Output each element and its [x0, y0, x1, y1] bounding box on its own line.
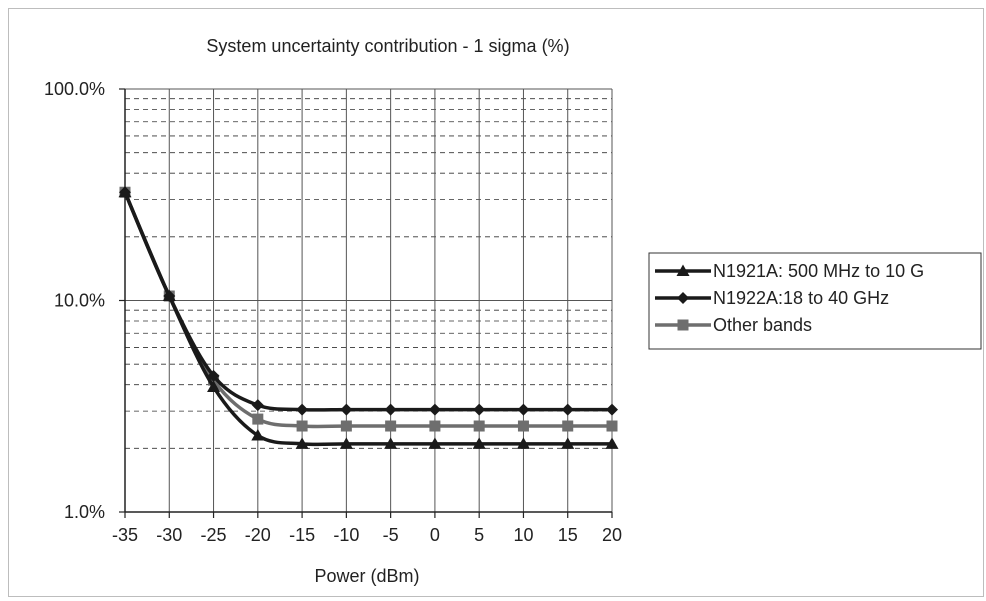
series-line [123, 191, 612, 447]
legend-box [648, 252, 982, 350]
series-layer [118, 185, 619, 449]
chart-frame: System uncertainty contribution - 1 sigm… [8, 8, 984, 597]
data-point [296, 420, 308, 432]
x-tick-labels: -35 -30 -25 -20 -15 -10 -5 0 5 10 15 20 [112, 525, 622, 545]
series-1 [118, 185, 619, 449]
x-tick-label: -25 [201, 525, 227, 545]
series-3 [119, 186, 618, 432]
legend-item: Other bands [655, 315, 812, 335]
data-point [384, 437, 398, 449]
series-2 [119, 186, 618, 416]
data-point [296, 403, 309, 416]
x-tick-label: -10 [333, 525, 359, 545]
x-tick-label: 0 [430, 525, 440, 545]
x-tick-label: -5 [383, 525, 399, 545]
legend-item: N1921A: 500 MHz to 10 G [655, 261, 924, 281]
x-tick-label: -20 [245, 525, 271, 545]
data-point [516, 437, 530, 449]
legend-label: N1921A: 500 MHz to 10 G [713, 261, 924, 281]
data-point [517, 420, 529, 432]
grid [124, 88, 613, 513]
data-point [428, 437, 442, 449]
data-point [429, 420, 441, 432]
x-tick-label: 20 [602, 525, 622, 545]
data-point [384, 403, 397, 416]
data-point [605, 437, 619, 449]
x-tick-label: -35 [112, 525, 138, 545]
data-point [340, 403, 353, 416]
x-tick-label: -15 [289, 525, 315, 545]
y-tick-label: 1.0% [64, 502, 105, 522]
legend-marker [677, 292, 689, 304]
legend: N1921A: 500 MHz to 10 G N1922A:18 to 40 G… [648, 252, 982, 350]
data-point [606, 403, 618, 416]
x-axis-label: Power (dBm) [314, 566, 419, 586]
data-point [252, 413, 264, 425]
y-tick-label: 100.0% [44, 79, 105, 99]
chart-title: System uncertainty contribution - 1 sigm… [206, 36, 569, 56]
legend-marker [676, 264, 690, 276]
y-tick-label: 10.0% [54, 291, 105, 311]
y-tick-labels: 100.0% 10.0% 1.0% [44, 79, 105, 522]
axes [119, 88, 613, 518]
data-point [251, 399, 264, 412]
data-point [428, 403, 441, 416]
data-point [606, 420, 618, 432]
series-line [123, 191, 612, 429]
legend-label: N1922A:18 to 40 GHz [713, 288, 889, 308]
data-point [473, 403, 486, 416]
x-tick-label: -30 [156, 525, 182, 545]
data-point [295, 437, 309, 449]
data-point [207, 380, 221, 392]
data-point [339, 437, 353, 449]
x-tick-label: 10 [513, 525, 533, 545]
data-point [561, 437, 575, 449]
line-chart: System uncertainty contribution - 1 sigm… [44, 36, 982, 586]
data-point [561, 403, 574, 416]
legend-item: N1922A:18 to 40 GHz [655, 288, 889, 308]
data-point [473, 420, 485, 432]
data-point [251, 428, 265, 441]
series-line [123, 191, 612, 412]
legend-marker [677, 319, 689, 331]
legend-label: Other bands [713, 315, 812, 335]
data-point [340, 420, 352, 432]
data-point [562, 420, 574, 432]
data-point [517, 403, 530, 416]
x-tick-label: 5 [474, 525, 484, 545]
x-tick-label: 15 [558, 525, 578, 545]
data-point [118, 185, 132, 198]
data-point [472, 437, 486, 449]
data-point [162, 289, 176, 302]
data-point [385, 420, 397, 432]
